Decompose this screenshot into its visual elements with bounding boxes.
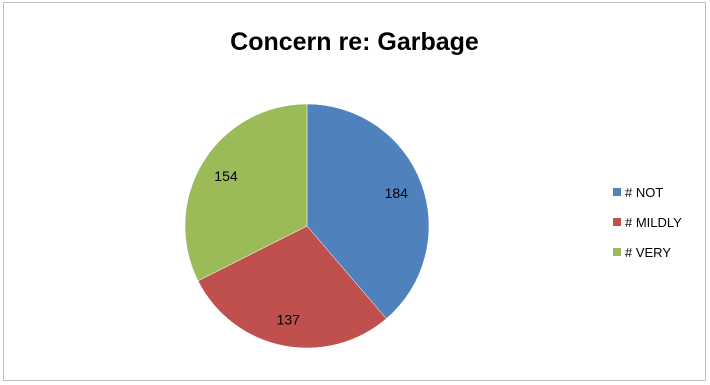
data-label-1: 137	[277, 311, 301, 327]
legend-item-2: # VERY	[613, 244, 682, 260]
legend: # NOT # MILDLY # VERY	[613, 184, 682, 274]
data-label-2: 154	[214, 168, 238, 184]
pie-slice-2	[184, 103, 308, 282]
pie-slice-0	[306, 103, 430, 320]
legend-label-0: # NOT	[625, 184, 664, 200]
legend-swatch-2	[613, 248, 621, 256]
legend-swatch-1	[613, 218, 621, 226]
pie-slice-1	[197, 225, 387, 349]
chart-title: Concern re: Garbage	[230, 28, 479, 56]
legend-item-0: # NOT	[613, 184, 682, 200]
data-label-0: 184	[385, 185, 409, 201]
legend-swatch-0	[613, 188, 621, 196]
legend-label-1: # MILDLY	[625, 214, 682, 230]
legend-label-2: # VERY	[625, 244, 672, 260]
legend-item-1: # MILDLY	[613, 214, 682, 230]
